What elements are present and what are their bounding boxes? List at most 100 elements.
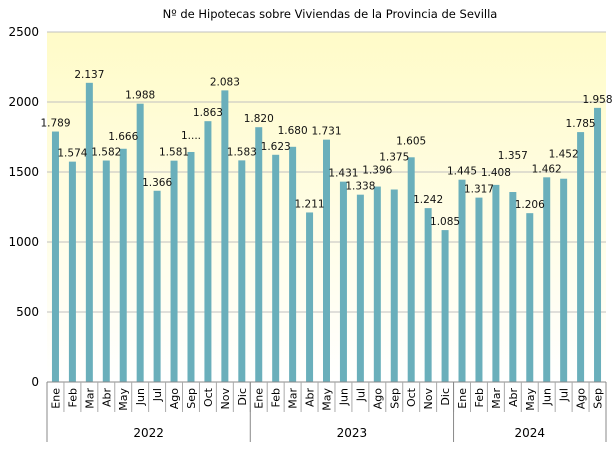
x-tick-label: Abr <box>100 388 113 408</box>
bar <box>170 160 178 382</box>
y-tick-label: 1000 <box>8 235 39 249</box>
bar <box>458 179 466 382</box>
data-label: 1.863 <box>193 107 223 119</box>
bar <box>407 157 415 382</box>
data-label: 1.375 <box>379 152 409 164</box>
data-label: 1.206 <box>515 199 545 211</box>
x-tick-label: Nov <box>219 388 232 410</box>
x-tick-label: Nov <box>422 388 435 410</box>
data-label: 1.958 <box>582 94 612 106</box>
x-tick-label: Abr <box>507 388 520 408</box>
x-tick-label: May <box>117 388 130 411</box>
bar <box>221 90 229 382</box>
x-tick-label: Jul <box>558 388 571 402</box>
bar <box>356 194 364 382</box>
data-label: 1.431 <box>328 168 358 180</box>
x-tick-label: Sep <box>388 388 401 409</box>
y-tick-label: 0 <box>31 375 39 389</box>
bar <box>238 160 246 382</box>
x-tick-label: Mar <box>287 388 300 409</box>
y-tick-label: 1500 <box>8 165 39 179</box>
data-label: 1.731 <box>311 126 341 138</box>
bar <box>390 189 398 382</box>
bar <box>577 132 585 382</box>
x-tick-label: Feb <box>473 388 486 407</box>
data-label: 1.988 <box>125 90 155 102</box>
bar <box>543 177 551 382</box>
data-label: 1.085 <box>430 216 460 228</box>
data-label: 1.... <box>181 130 201 142</box>
x-tick-label: Dic <box>236 388 249 406</box>
data-label: 1.666 <box>108 131 138 143</box>
bar <box>594 107 602 382</box>
bar <box>187 151 195 382</box>
x-tick-label: Feb <box>66 388 79 407</box>
data-label: 1.623 <box>261 141 291 153</box>
y-tick-label: 500 <box>16 305 39 319</box>
data-label: 1.408 <box>481 167 511 179</box>
data-label: 1.317 <box>464 184 494 196</box>
y-tick-label: 2500 <box>8 25 39 39</box>
x-tick-label: May <box>524 388 537 411</box>
bar <box>323 139 330 382</box>
bar <box>255 127 263 382</box>
data-label: 2.083 <box>210 76 240 88</box>
data-label: 1.785 <box>566 118 596 130</box>
data-label: 1.820 <box>244 113 274 125</box>
bar <box>68 161 76 382</box>
x-tick-label: Sep <box>592 388 605 409</box>
data-label: 1.574 <box>57 148 87 160</box>
x-tick-label: Ago <box>168 388 181 410</box>
data-label: 1.211 <box>295 198 325 210</box>
year-label: 2023 <box>337 426 368 440</box>
bar <box>204 121 212 383</box>
x-tick-label: Ene <box>49 388 62 409</box>
data-label: 1.452 <box>549 149 579 161</box>
x-tick-label: Jun <box>134 388 147 406</box>
chart-title: Nº de Hipotecas sobre Viviendas de la Pr… <box>163 7 498 21</box>
data-label: 1.366 <box>142 177 172 189</box>
bar <box>424 208 432 382</box>
data-label: 1.582 <box>91 147 121 159</box>
x-tick-label: Dic <box>439 388 452 406</box>
x-tick-label: Sep <box>185 388 198 409</box>
data-label: 1.789 <box>40 118 70 130</box>
x-tick-label: Jun <box>541 388 554 406</box>
x-tick-label: Ago <box>575 388 588 410</box>
x-tick-label: Jul <box>151 388 164 402</box>
bar <box>492 184 500 382</box>
x-tick-label: Oct <box>405 387 418 407</box>
x-tick-label: Abr <box>304 388 317 408</box>
x-tick-label: May <box>321 388 334 411</box>
x-tick-label: Ene <box>456 388 469 409</box>
bar <box>339 181 347 382</box>
x-tick-label: Feb <box>270 388 283 407</box>
data-label: 2.137 <box>74 69 104 81</box>
bar <box>475 197 483 382</box>
data-label: 1.338 <box>345 181 375 193</box>
bar <box>526 213 534 382</box>
x-tick-label: Ene <box>253 388 266 409</box>
bar <box>119 148 127 382</box>
data-label: 1.462 <box>532 163 562 175</box>
bar <box>153 190 161 382</box>
bar <box>509 192 517 382</box>
data-label: 1.605 <box>396 135 426 147</box>
bar <box>102 160 110 382</box>
data-label: 1.242 <box>413 194 443 206</box>
data-label: 1.581 <box>159 147 189 159</box>
bar <box>441 230 449 382</box>
data-label: 1.445 <box>447 166 477 178</box>
year-label: 2022 <box>133 426 164 440</box>
bar <box>373 186 381 382</box>
bar <box>51 131 59 382</box>
bar <box>136 103 144 383</box>
x-tick-label: Ago <box>371 388 384 410</box>
data-label: 1.583 <box>227 146 257 158</box>
bar <box>272 154 280 382</box>
bar <box>306 212 314 382</box>
x-tick-label: Jul <box>354 388 367 402</box>
data-label: 1.680 <box>278 125 308 137</box>
x-tick-label: Mar <box>490 388 503 409</box>
